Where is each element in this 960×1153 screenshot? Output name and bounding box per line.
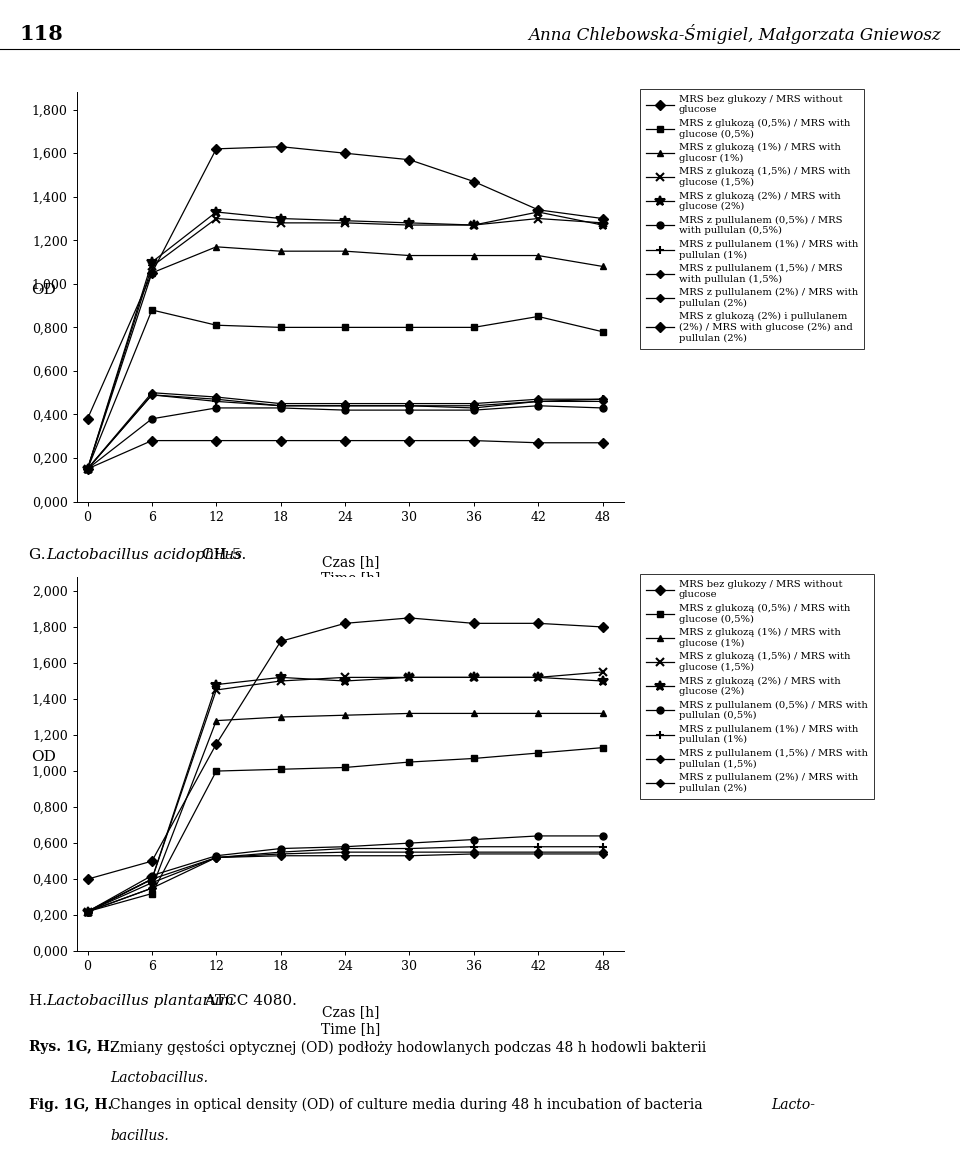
Text: H.: H. <box>29 994 52 1008</box>
Text: bacillus.: bacillus. <box>110 1129 169 1143</box>
Text: Lactobacillus acidophilus: Lactobacillus acidophilus <box>46 548 242 562</box>
Text: Fig. 1G, H.: Fig. 1G, H. <box>29 1098 112 1111</box>
Text: Changes in optical density (OD) of culture media during 48 h incubation of bacte: Changes in optical density (OD) of cultu… <box>110 1098 708 1111</box>
Y-axis label: OD: OD <box>32 749 57 764</box>
Legend: MRS bez glukozy / MRS without
glucose, MRS z glukozą (0,5%) / MRS with
glucose (: MRS bez glukozy / MRS without glucose, M… <box>640 574 874 799</box>
Legend: MRS bez glukozy / MRS without
glucose, MRS z glukozą (0,5%) / MRS with
glucose (: MRS bez glukozy / MRS without glucose, M… <box>640 89 864 348</box>
Text: Lactobacillus.: Lactobacillus. <box>110 1071 208 1085</box>
Text: Rys. 1G, H.: Rys. 1G, H. <box>29 1040 114 1054</box>
Text: G.: G. <box>29 548 50 562</box>
Text: ATCC 4080.: ATCC 4080. <box>200 994 297 1008</box>
Text: Czas [h]
Time [h]: Czas [h] Time [h] <box>321 555 380 585</box>
Text: CH-5.: CH-5. <box>197 548 246 562</box>
Text: 118: 118 <box>19 24 63 44</box>
Y-axis label: OD: OD <box>32 282 57 297</box>
Text: Lacto-: Lacto- <box>771 1098 815 1111</box>
Text: Czas [h]
Time [h]: Czas [h] Time [h] <box>321 1005 380 1035</box>
Text: Anna Chlebowska-Śmigiel, Małgorzata Gniewosz: Anna Chlebowska-Śmigiel, Małgorzata Gnie… <box>528 24 941 44</box>
Text: Zmiany gęstości optycznej (OD) podłoży hodowlanych podczas 48 h hodowli bakterii: Zmiany gęstości optycznej (OD) podłoży h… <box>110 1040 707 1055</box>
Text: Lactobacillus plantarum: Lactobacillus plantarum <box>46 994 234 1008</box>
